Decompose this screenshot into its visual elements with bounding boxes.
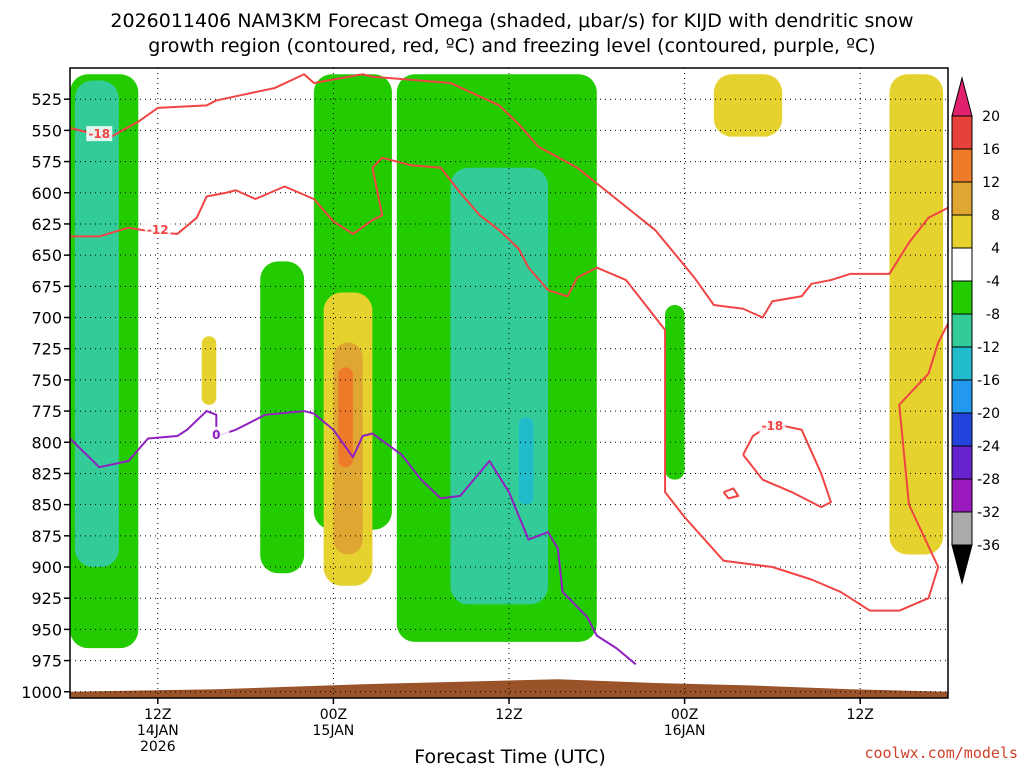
y-tick-label-650: 650 [31,246,62,265]
colorbar-bin-3 [951,181,973,216]
contour-label-0: -18 [88,127,110,141]
y-tick-label-950: 950 [31,620,62,639]
contour-2 [742,422,832,509]
colorbar-bin-12 [951,478,973,513]
y-tick-label-900: 900 [31,558,62,577]
contour-1 [70,156,949,612]
y-tick-label-975: 975 [31,652,62,671]
colorbar-bin-2 [951,148,973,183]
y-tick-label-575: 575 [31,153,62,172]
x-tick-time-3: 00Z [671,707,698,723]
colorbar-label-2: 12 [982,175,1000,191]
x-tick-year-0: 2026 [140,739,176,755]
colorbar-bin-8 [951,346,973,381]
y-tick-label-625: 625 [31,215,62,234]
chart-title-line1: 2026011406 NAM3KM Forecast Omega (shaded… [110,10,913,32]
colorbar-label-4: 4 [991,241,1000,257]
omega-region-6 [518,417,534,505]
y-tick-label-800: 800 [31,433,62,452]
y-tick-label-775: 775 [31,402,62,421]
y-tick-label-850: 850 [31,496,62,515]
colorbar-label-12: -32 [977,505,1000,521]
colorbar-bin-13 [951,511,973,546]
colorbar-label-7: -12 [977,340,1000,356]
colorbar-bin-10 [951,412,973,447]
y-tick-label-550: 550 [31,121,62,140]
contour-label-bg-4 [203,426,230,442]
contour-label-1: -12 [147,223,169,237]
x-tick-time-0: 12Z [144,707,171,723]
x-tick-date-3: 16JAN [664,723,706,739]
omega-region-5 [450,167,549,605]
y-tick-label-750: 750 [31,371,62,390]
credit-text: coolwx.com/models [864,744,1018,762]
y-tick-label-725: 725 [31,340,62,359]
y-axis: 525 550 575 600 625 650 675 700 725 750 775 800 825 8… [21,90,70,702]
omega-region-1 [74,80,119,568]
colorbar-bin-5 [951,247,973,282]
colorbar-label-1: 16 [982,142,1000,158]
x-tick-date-1: 15JAN [313,723,355,739]
colorbar-label-8: -16 [977,373,1000,389]
colorbar-label-10: -24 [977,439,1000,455]
x-tick-time-1: 00Z [320,707,347,723]
colorbar-bin-1 [951,115,973,150]
colorbar-top-arrow [951,76,973,117]
y-tick-label-1000: 1000 [21,683,62,702]
omega-region-13 [889,74,944,555]
colorbar-label-11: -28 [977,472,1000,488]
colorbar-label-5: -4 [986,274,1000,290]
contour-label-bg-0 [86,126,113,142]
contour-label-bg-1 [144,222,171,238]
colorbar-bin-9 [951,379,973,414]
omega-region-8 [201,336,217,405]
omega-region-12 [713,74,783,137]
y-tick-label-700: 700 [31,309,62,328]
colorbar-bin-4 [951,214,973,249]
gridlines [70,68,948,698]
y-tick-label-675: 675 [31,277,62,296]
colorbar-bottom-arrow [951,544,973,585]
omega-region-11 [338,367,353,468]
contour-label-bg-2 [759,418,786,434]
colorbar-bin-6 [951,280,973,315]
x-tick-time-2: 12Z [495,707,522,723]
colorbar-bin-7 [951,313,973,348]
colorbar: 20 16 12 8 4 -4 -8 -12 -16 -20 -24 -28 -32 -36 [951,76,1000,585]
contour-label-2: -18 [762,419,784,433]
y-tick-label-875: 875 [31,527,62,546]
colorbar-label-3: 8 [991,208,1000,224]
colorbar-bin-11 [951,445,973,480]
omega-shading [70,74,944,649]
contour-3 [722,487,740,500]
chart-title-line2: growth region (contoured, red, ºC) and f… [148,35,875,57]
contour-4 [69,410,637,666]
colorbar-label-6: -8 [986,307,1000,323]
x-tick-time-4: 12Z [846,707,873,723]
colorbar-label-0: 20 [982,109,1000,125]
contour-label-4: 0 [212,428,220,442]
x-axis-label: Forecast Time (UTC) [414,746,605,768]
x-tick-date-0: 14JAN [137,723,179,739]
y-tick-label-825: 825 [31,464,62,483]
y-tick-label-600: 600 [31,184,62,203]
contour-0 [69,73,949,319]
colorbar-label-9: -20 [977,406,1000,422]
y-tick-label-925: 925 [31,589,62,608]
y-tick-label-525: 525 [31,90,62,109]
contour-lines: -18 -12 -18 0 [69,73,949,666]
colorbar-label-13: -36 [977,538,1000,554]
omega-region-7 [665,305,685,480]
omega-region-2 [260,261,305,574]
